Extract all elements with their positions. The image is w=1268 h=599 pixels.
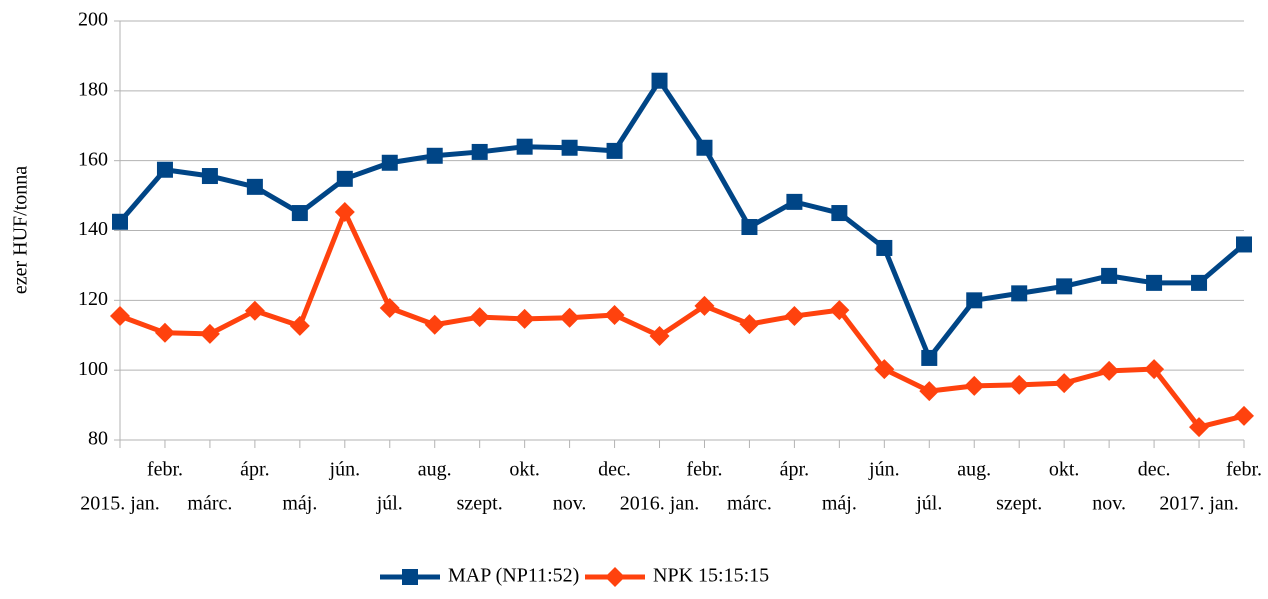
x-tick-label: okt. (1049, 459, 1080, 481)
x-tick-label: márc. (187, 493, 232, 515)
y-tick-label: 180 (78, 78, 108, 100)
marker (559, 307, 580, 328)
marker (831, 205, 848, 222)
marker (112, 213, 128, 230)
marker (426, 147, 443, 164)
legend-label: NPK 15:15:15 (653, 565, 769, 587)
x-tick-label: febr. (686, 459, 722, 481)
x-tick-label: febr. (147, 459, 183, 481)
x-tick-label: febr. (1226, 459, 1262, 481)
marker (651, 72, 668, 89)
marker (156, 161, 173, 178)
x-tick-label: szept. (996, 493, 1042, 515)
marker (605, 567, 625, 587)
x-tick-label: aug. (418, 459, 452, 481)
marker (561, 139, 578, 156)
marker (829, 300, 850, 321)
legend-label: MAP (NP11:52) (448, 565, 579, 587)
x-tick-label: máj. (282, 493, 317, 515)
x-tick-label: okt. (509, 459, 540, 481)
marker (110, 306, 130, 327)
x-tick-label: márc. (727, 493, 772, 515)
x-tick-label: ápr. (780, 459, 809, 481)
marker (1009, 374, 1030, 395)
marker (381, 154, 398, 171)
marker (199, 323, 220, 344)
marker (1234, 405, 1254, 426)
x-tick-label: dec. (1138, 459, 1171, 481)
x-tick-label: máj. (822, 493, 857, 515)
x-tick-label: aug. (957, 459, 991, 481)
marker (424, 314, 445, 335)
marker (694, 295, 715, 316)
marker (919, 381, 940, 402)
marker (244, 300, 265, 321)
x-tick-label: nov. (553, 493, 587, 515)
marker (379, 298, 400, 319)
x-tick-label: dec. (598, 459, 631, 481)
y-tick-label: 140 (78, 218, 108, 240)
x-tick-label: jún. (329, 459, 361, 481)
marker (966, 292, 983, 309)
marker (1191, 274, 1208, 291)
y-axis-label: ezer HUF/tonna (10, 166, 32, 294)
x-tick-label: 2015. jan. (80, 493, 159, 515)
marker (786, 193, 803, 210)
marker (154, 322, 175, 343)
marker (874, 359, 895, 380)
marker (1101, 267, 1118, 284)
marker (1011, 285, 1028, 302)
y-tick-label: 100 (78, 358, 108, 380)
marker (336, 170, 353, 187)
marker (334, 201, 355, 222)
marker (469, 307, 490, 328)
marker (246, 178, 263, 195)
y-tick-label: 160 (78, 148, 108, 170)
marker (784, 306, 805, 327)
marker (1056, 278, 1073, 295)
marker (876, 239, 893, 256)
marker (1236, 236, 1252, 253)
x-tick-label: nov. (1092, 493, 1126, 515)
x-tick-label: 2016. jan. (620, 493, 699, 515)
marker (1144, 359, 1165, 380)
marker (604, 304, 625, 325)
marker (1146, 274, 1163, 291)
marker (1054, 373, 1075, 394)
marker (1189, 417, 1210, 438)
marker (402, 569, 418, 585)
x-tick-label: ápr. (240, 459, 269, 481)
marker (291, 205, 308, 222)
y-tick-label: 200 (78, 9, 108, 31)
x-tick-label: júl. (376, 493, 403, 515)
marker (696, 139, 713, 156)
marker (921, 349, 938, 366)
marker (289, 315, 310, 336)
x-tick-label: szept. (457, 493, 503, 515)
marker (1099, 360, 1120, 381)
marker (649, 325, 670, 346)
y-tick-label: 80 (88, 428, 108, 450)
x-tick-label: júl. (915, 493, 942, 515)
marker (201, 168, 218, 185)
marker (741, 219, 758, 236)
series-line (119, 209, 1245, 430)
marker (606, 142, 623, 159)
series-line (118, 78, 1246, 361)
marker (516, 138, 533, 155)
marker (964, 375, 985, 396)
y-tick-label: 120 (78, 288, 108, 310)
x-tick-label: 2017. jan. (1159, 493, 1238, 515)
marker (471, 143, 488, 160)
x-tick-label: jún. (868, 459, 900, 481)
marker (514, 308, 535, 329)
marker (739, 314, 760, 335)
